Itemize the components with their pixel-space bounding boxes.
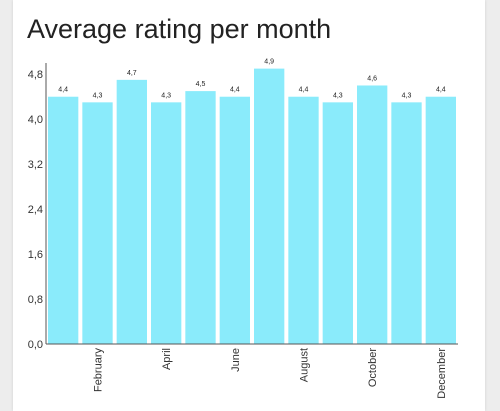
x-tick-label-october: October (367, 348, 379, 387)
bar-july (254, 68, 285, 345)
y-tick-label: 0,0 (28, 339, 43, 351)
chart-title: Average rating per month (27, 14, 332, 44)
x-tick-label-december: December (436, 348, 448, 399)
bar-march (116, 79, 147, 345)
bar-november (391, 102, 422, 344)
bar-value-label: 4,4 (58, 87, 68, 94)
bar-chart: 0,0 0,8 1,6 2,4 3,2 4,0 4,8 4,4 4,3 4,7 4,3 4,5 4,4 4… (28, 59, 458, 399)
x-tick-label-february: February (93, 348, 105, 393)
bar-april (151, 102, 182, 344)
bar-value-label: 4,6 (367, 75, 377, 82)
bar-may (185, 91, 216, 344)
bar-december (425, 96, 456, 344)
x-tick-label-june: June (230, 348, 242, 372)
bar-august (288, 96, 319, 344)
bar-january (48, 96, 79, 344)
chart-card: Average rating per month 0,0 0,8 1,6 2,4 3,2… (13, 0, 485, 411)
bar-value-label: 4,3 (333, 92, 343, 99)
bar-value-label: 4,9 (264, 59, 274, 66)
bar-value-label: 4,3 (93, 92, 103, 99)
x-tick-label-august: August (299, 348, 311, 382)
bar-value-label: 4,5 (196, 81, 206, 88)
bar-february (82, 102, 113, 344)
bar-value-label: 4,4 (436, 87, 446, 94)
y-tick-label: 4,0 (28, 114, 43, 126)
bar-value-label: 4,7 (127, 70, 137, 77)
y-tick-label: 0,8 (28, 294, 43, 306)
bar-value-label: 4,3 (402, 92, 412, 99)
bar-october (357, 85, 388, 344)
y-tick-label: 1,6 (28, 249, 43, 261)
bar-value-label: 4,4 (230, 87, 240, 94)
y-tick-label: 4,8 (28, 69, 43, 81)
x-tick-label-april: April (161, 348, 173, 370)
y-tick-label: 3,2 (28, 159, 43, 171)
bar-september (322, 102, 353, 344)
y-tick-label: 2,4 (28, 204, 43, 216)
bar-value-label: 4,3 (161, 92, 171, 99)
bar-value-label: 4,4 (299, 87, 309, 94)
bar-june (219, 96, 250, 344)
